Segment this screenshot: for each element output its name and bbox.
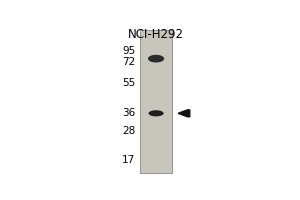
- Text: 17: 17: [122, 155, 135, 165]
- FancyArrow shape: [178, 110, 190, 117]
- Text: 28: 28: [122, 126, 135, 136]
- Ellipse shape: [148, 110, 164, 116]
- Text: 36: 36: [122, 108, 135, 118]
- Text: 95: 95: [122, 46, 135, 56]
- Text: 72: 72: [122, 57, 135, 67]
- Text: 55: 55: [122, 78, 135, 88]
- Ellipse shape: [148, 55, 164, 62]
- Bar: [140, 30, 172, 173]
- Text: NCI-H292: NCI-H292: [128, 28, 184, 41]
